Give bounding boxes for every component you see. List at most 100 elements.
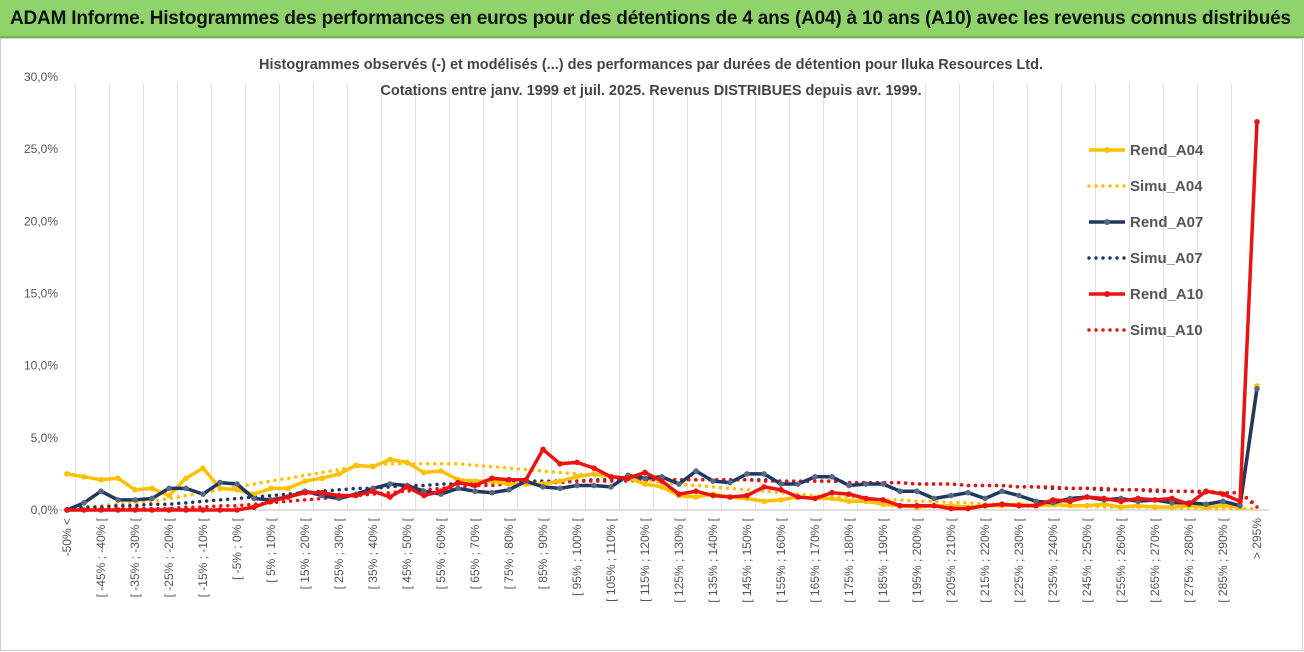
data-point bbox=[302, 478, 308, 484]
x-tick-label: [ -15% ; -10% [ bbox=[196, 517, 210, 597]
x-tick-label: [ 155% ; 160% [ bbox=[774, 517, 788, 602]
data-point bbox=[1186, 501, 1192, 508]
data-point bbox=[642, 481, 648, 487]
data-point bbox=[1101, 495, 1107, 502]
data-point bbox=[574, 474, 580, 480]
x-tick-label: [ -35% ; -30% [ bbox=[128, 517, 142, 597]
series-layer bbox=[64, 118, 1260, 513]
data-point bbox=[421, 488, 427, 495]
data-point bbox=[1016, 502, 1022, 509]
x-tick-label: [ 135% ; 140% [ bbox=[706, 517, 720, 602]
data-point bbox=[931, 495, 937, 502]
data-point bbox=[608, 484, 614, 490]
data-point bbox=[591, 482, 597, 489]
x-tick-label: [ 115% ; 120% [ bbox=[638, 517, 652, 601]
data-point bbox=[438, 488, 444, 495]
data-point bbox=[999, 488, 1005, 495]
data-point bbox=[387, 494, 393, 500]
data-point bbox=[268, 498, 274, 505]
x-tick-label: [ -25% ; -20% [ bbox=[162, 517, 176, 597]
data-point bbox=[676, 481, 682, 487]
legend-item: Simu_A10 bbox=[1087, 322, 1203, 339]
data-point bbox=[353, 492, 359, 499]
data-point bbox=[1220, 491, 1226, 497]
data-point bbox=[1237, 502, 1243, 509]
y-tick-label: 0,0% bbox=[31, 503, 59, 517]
data-point bbox=[982, 502, 988, 509]
data-point bbox=[540, 446, 546, 453]
x-tick-label: [ 285% ; 290% [ bbox=[1216, 517, 1230, 602]
data-point bbox=[1254, 118, 1260, 125]
data-point bbox=[557, 461, 563, 467]
performance-histogram-chart: 0,0% 5,0% 10,0% 15,0% 20,0% 25,0% 30,0% -50% <… bbox=[24, 57, 1269, 603]
x-tick-label: [ 105% ; 110% [ bbox=[604, 517, 618, 601]
data-point bbox=[455, 485, 461, 492]
data-point bbox=[710, 492, 716, 499]
data-point bbox=[608, 474, 614, 480]
data-point bbox=[251, 504, 257, 510]
data-point bbox=[1169, 504, 1175, 510]
data-point bbox=[965, 505, 971, 512]
data-point bbox=[676, 491, 682, 497]
legend-item: Rend_A04 bbox=[1089, 142, 1204, 159]
data-point bbox=[98, 507, 104, 513]
data-point bbox=[132, 507, 138, 513]
data-point bbox=[98, 488, 104, 495]
data-point bbox=[761, 498, 767, 505]
data-point bbox=[659, 478, 665, 484]
data-point bbox=[472, 478, 478, 484]
data-point bbox=[982, 495, 988, 502]
series-rend-a10 bbox=[64, 118, 1260, 513]
data-point bbox=[200, 507, 206, 513]
data-point bbox=[540, 484, 546, 490]
data-point bbox=[880, 497, 886, 503]
x-tick-label: [ 35% ; 40% [ bbox=[366, 517, 380, 589]
data-point bbox=[1220, 498, 1226, 505]
data-point bbox=[1016, 492, 1022, 499]
data-point bbox=[1033, 498, 1039, 505]
data-point bbox=[914, 502, 920, 509]
data-point bbox=[523, 476, 529, 483]
x-tick-label: [ 25% ; 30% [ bbox=[332, 517, 346, 589]
chart-subtitle: Cotations entre janv. 1999 et juil. 2025… bbox=[380, 83, 921, 99]
legend-label: Rend_A04 bbox=[1130, 142, 1204, 159]
data-point bbox=[285, 485, 291, 492]
data-point bbox=[149, 485, 155, 492]
data-point bbox=[183, 507, 189, 513]
data-point bbox=[897, 502, 903, 509]
data-point bbox=[574, 459, 580, 466]
data-point bbox=[710, 478, 716, 484]
data-point bbox=[659, 484, 665, 490]
data-point bbox=[489, 489, 495, 496]
data-point bbox=[64, 507, 70, 513]
data-point bbox=[370, 488, 376, 495]
data-point bbox=[217, 507, 223, 513]
series-rend-a07 bbox=[64, 385, 1260, 513]
y-tick-label: 25,0% bbox=[24, 142, 58, 156]
data-point bbox=[506, 481, 512, 487]
y-axis: 0,0% 5,0% 10,0% 15,0% 20,0% 25,0% 30,0% bbox=[24, 70, 58, 517]
data-point bbox=[285, 494, 291, 500]
data-point bbox=[591, 465, 597, 471]
data-point bbox=[914, 488, 920, 495]
data-point bbox=[897, 488, 903, 495]
data-point bbox=[1135, 502, 1141, 509]
data-point bbox=[727, 479, 733, 486]
data-point bbox=[557, 485, 563, 492]
data-point bbox=[795, 481, 801, 487]
legend-item: Rend_A10 bbox=[1089, 286, 1203, 303]
data-point bbox=[132, 486, 138, 493]
data-point bbox=[778, 497, 784, 503]
data-point bbox=[591, 471, 597, 477]
x-tick-label: [ 15% ; 20% [ bbox=[298, 517, 312, 589]
data-point bbox=[319, 489, 325, 496]
x-tick-label: [ 175% ; 180% [ bbox=[842, 517, 856, 602]
data-point bbox=[166, 507, 172, 513]
data-point bbox=[965, 489, 971, 496]
data-point bbox=[98, 476, 104, 483]
x-tick-label: [ 195% ; 200% [ bbox=[910, 517, 924, 602]
data-point bbox=[744, 471, 750, 477]
data-point bbox=[472, 482, 478, 489]
x-tick-label: [ -45% ; -40% [ bbox=[94, 517, 108, 597]
data-point bbox=[132, 497, 138, 503]
